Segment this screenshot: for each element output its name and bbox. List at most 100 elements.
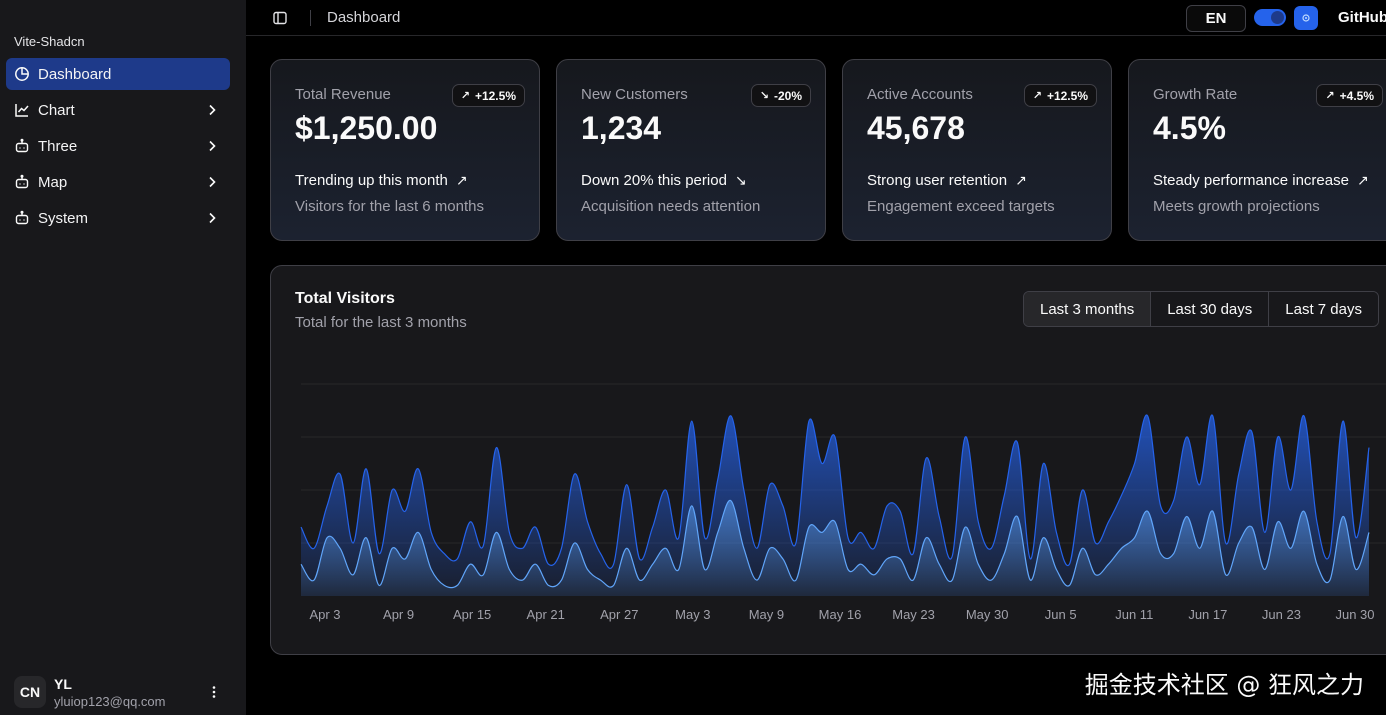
sidebar-toggle-button[interactable] — [270, 8, 290, 28]
sidebar-item-chart[interactable]: Chart — [6, 94, 230, 126]
trending-up-icon: ↗ — [460, 90, 470, 102]
trending-down-icon: ↘ — [759, 90, 769, 102]
range-last-7-days[interactable]: Last 7 days — [1269, 292, 1378, 326]
trend-badge: ↗ +4.5% — [1316, 84, 1383, 107]
card-total-revenue: Total Revenue ↗ +12.5% $1,250.00 Trending… — [270, 59, 540, 241]
trending-up-icon: ↗ — [1356, 172, 1369, 188]
sidebar-nav: Dashboard Chart Three Map — [6, 58, 230, 238]
trending-up-icon: ↗ — [1325, 90, 1335, 102]
user-name: YL — [54, 676, 72, 692]
card-value: 45,678 — [867, 110, 965, 146]
x-tick-label: Apr 21 — [527, 607, 565, 622]
x-tick-label: Apr 3 — [309, 607, 340, 622]
chart-title: Total Visitors — [295, 290, 395, 307]
series-area-desktop — [301, 414, 1369, 596]
series-line-desktop — [300, 414, 1370, 569]
series-line-mobile — [300, 499, 1370, 589]
badge-text: +12.5% — [1046, 88, 1088, 103]
sidebar-item-label: Dashboard — [38, 65, 112, 83]
footer-text: Steady performance increase — [1153, 172, 1349, 189]
sidebar-item-dashboard[interactable]: Dashboard — [6, 58, 230, 90]
sidebar-item-map[interactable]: Map — [6, 166, 230, 198]
sidebar-item-system[interactable]: System — [6, 202, 230, 234]
x-tick-label: Jun 11 — [1115, 607, 1153, 622]
card-value: $1,250.00 — [295, 110, 438, 146]
footer-text: Down 20% this period — [581, 172, 727, 189]
sidebar-item-three[interactable]: Three — [6, 130, 230, 162]
badge-text: -20% — [773, 88, 802, 103]
bot-icon — [14, 210, 30, 226]
page-title: Dashboard — [327, 9, 401, 26]
chevron-right-icon — [209, 176, 216, 188]
card-label: Growth Rate — [1153, 86, 1238, 103]
watermark: 掘金技术社区 @ 狂风之力 — [1084, 671, 1364, 699]
x-tick-label: Jun 17 — [1188, 607, 1227, 622]
toggle-knob — [1271, 11, 1284, 24]
card-footer-desc: Acquisition needs attention — [581, 198, 761, 215]
more-vertical-icon[interactable] — [206, 684, 222, 700]
card-footer-title: Down 20% this period ↘ — [581, 172, 747, 189]
card-footer-desc: Visitors for the last 6 months — [295, 198, 484, 215]
card-label: Total Revenue — [295, 86, 391, 103]
trending-up-icon: ↗ — [1015, 172, 1027, 188]
card-label: Active Accounts — [867, 86, 973, 103]
x-tick-label: May 23 — [892, 607, 935, 622]
card-label: New Customers — [581, 86, 688, 103]
trending-up-icon: ↗ — [455, 172, 468, 188]
series-area-mobile — [301, 500, 1369, 596]
sidebar-item-label: Chart — [38, 101, 75, 119]
sidebar-item-label: Map — [38, 173, 68, 191]
trend-badge: ↗ +12.5% — [451, 84, 525, 107]
chevron-right-icon — [209, 212, 216, 224]
x-tick-label: Jun 5 — [1045, 607, 1077, 622]
x-tick-label: Apr 9 — [383, 607, 414, 622]
theme-color-button[interactable] — [1294, 6, 1318, 30]
chart-subtitle: Total for the last 3 months — [295, 314, 467, 331]
github-link[interactable]: GitHub — [1338, 9, 1386, 26]
range-last-30-days[interactable]: Last 30 days — [1151, 292, 1270, 326]
language-button[interactable]: EN — [1186, 5, 1246, 32]
area-chart[interactable]: Apr 3 Apr 9 Apr 15 Apr 21 Apr 27 May 3 May 9 Ma… — [271, 266, 1386, 655]
sidebar-item-label: Three — [38, 137, 78, 155]
card-footer-desc: Engagement exceed targets — [867, 198, 1055, 215]
range-last-3-months[interactable]: Last 3 months — [1024, 292, 1152, 326]
card-active-accounts: Active Accounts ↗ +12.5% 45,678 Strong us… — [842, 59, 1112, 241]
card-growth-rate: Growth Rate ↗ +4.5% 4.5% Steady performan… — [1128, 59, 1386, 241]
x-tick-label: May 3 — [675, 607, 710, 622]
badge-text: +12.5% — [474, 88, 516, 103]
bot-icon — [14, 174, 30, 190]
panel-left-icon — [273, 11, 287, 25]
palette-icon — [1302, 14, 1310, 22]
user-email: yluiop123@qq.com — [54, 694, 166, 709]
footer-text: Strong user retention — [867, 172, 1008, 189]
x-tick-label: May 16 — [819, 607, 862, 622]
x-tick-label: Apr 27 — [600, 607, 638, 622]
header-divider — [310, 10, 311, 26]
badge-text: +4.5% — [1339, 88, 1374, 103]
x-tick-label: Jun 30 — [1335, 607, 1374, 622]
footer-text: Trending up this month — [295, 172, 448, 189]
trending-down-icon: ↘ — [734, 172, 747, 188]
x-tick-label: Apr 15 — [453, 607, 491, 622]
chevron-right-icon — [209, 104, 216, 116]
x-tick-label: May 9 — [749, 607, 784, 622]
brand-name: Vite-Shadcn — [14, 34, 85, 49]
card-value: 4.5% — [1153, 110, 1226, 146]
user-menu[interactable]: CN YL yluiop123@qq.com — [14, 676, 230, 710]
theme-toggle[interactable] — [1254, 9, 1286, 26]
top-header: Dashboard EN GitHub — [246, 0, 1386, 36]
card-new-customers: New Customers ↘ -20% 1,234 Down 20% this … — [556, 59, 826, 241]
pie-chart-icon — [14, 66, 30, 82]
visitors-chart-panel: Total Visitors Total for the last 3 mont… — [270, 265, 1386, 655]
card-footer-title: Steady performance increase ↗ — [1153, 172, 1369, 189]
sidebar: Vite-Shadcn Dashboard Chart Three — [0, 0, 246, 715]
trend-badge: ↗ +12.5% — [1023, 84, 1097, 107]
chevron-right-icon — [209, 140, 216, 152]
card-value: 1,234 — [581, 110, 662, 146]
x-tick-label: May 30 — [966, 607, 1009, 622]
card-footer-title: Strong user retention ↗ — [867, 172, 1027, 189]
card-footer-title: Trending up this month ↗ — [295, 172, 468, 189]
sidebar-item-label: System — [38, 209, 89, 227]
x-tick-label: Jun 23 — [1262, 607, 1301, 622]
trending-up-icon: ↗ — [1032, 90, 1042, 102]
